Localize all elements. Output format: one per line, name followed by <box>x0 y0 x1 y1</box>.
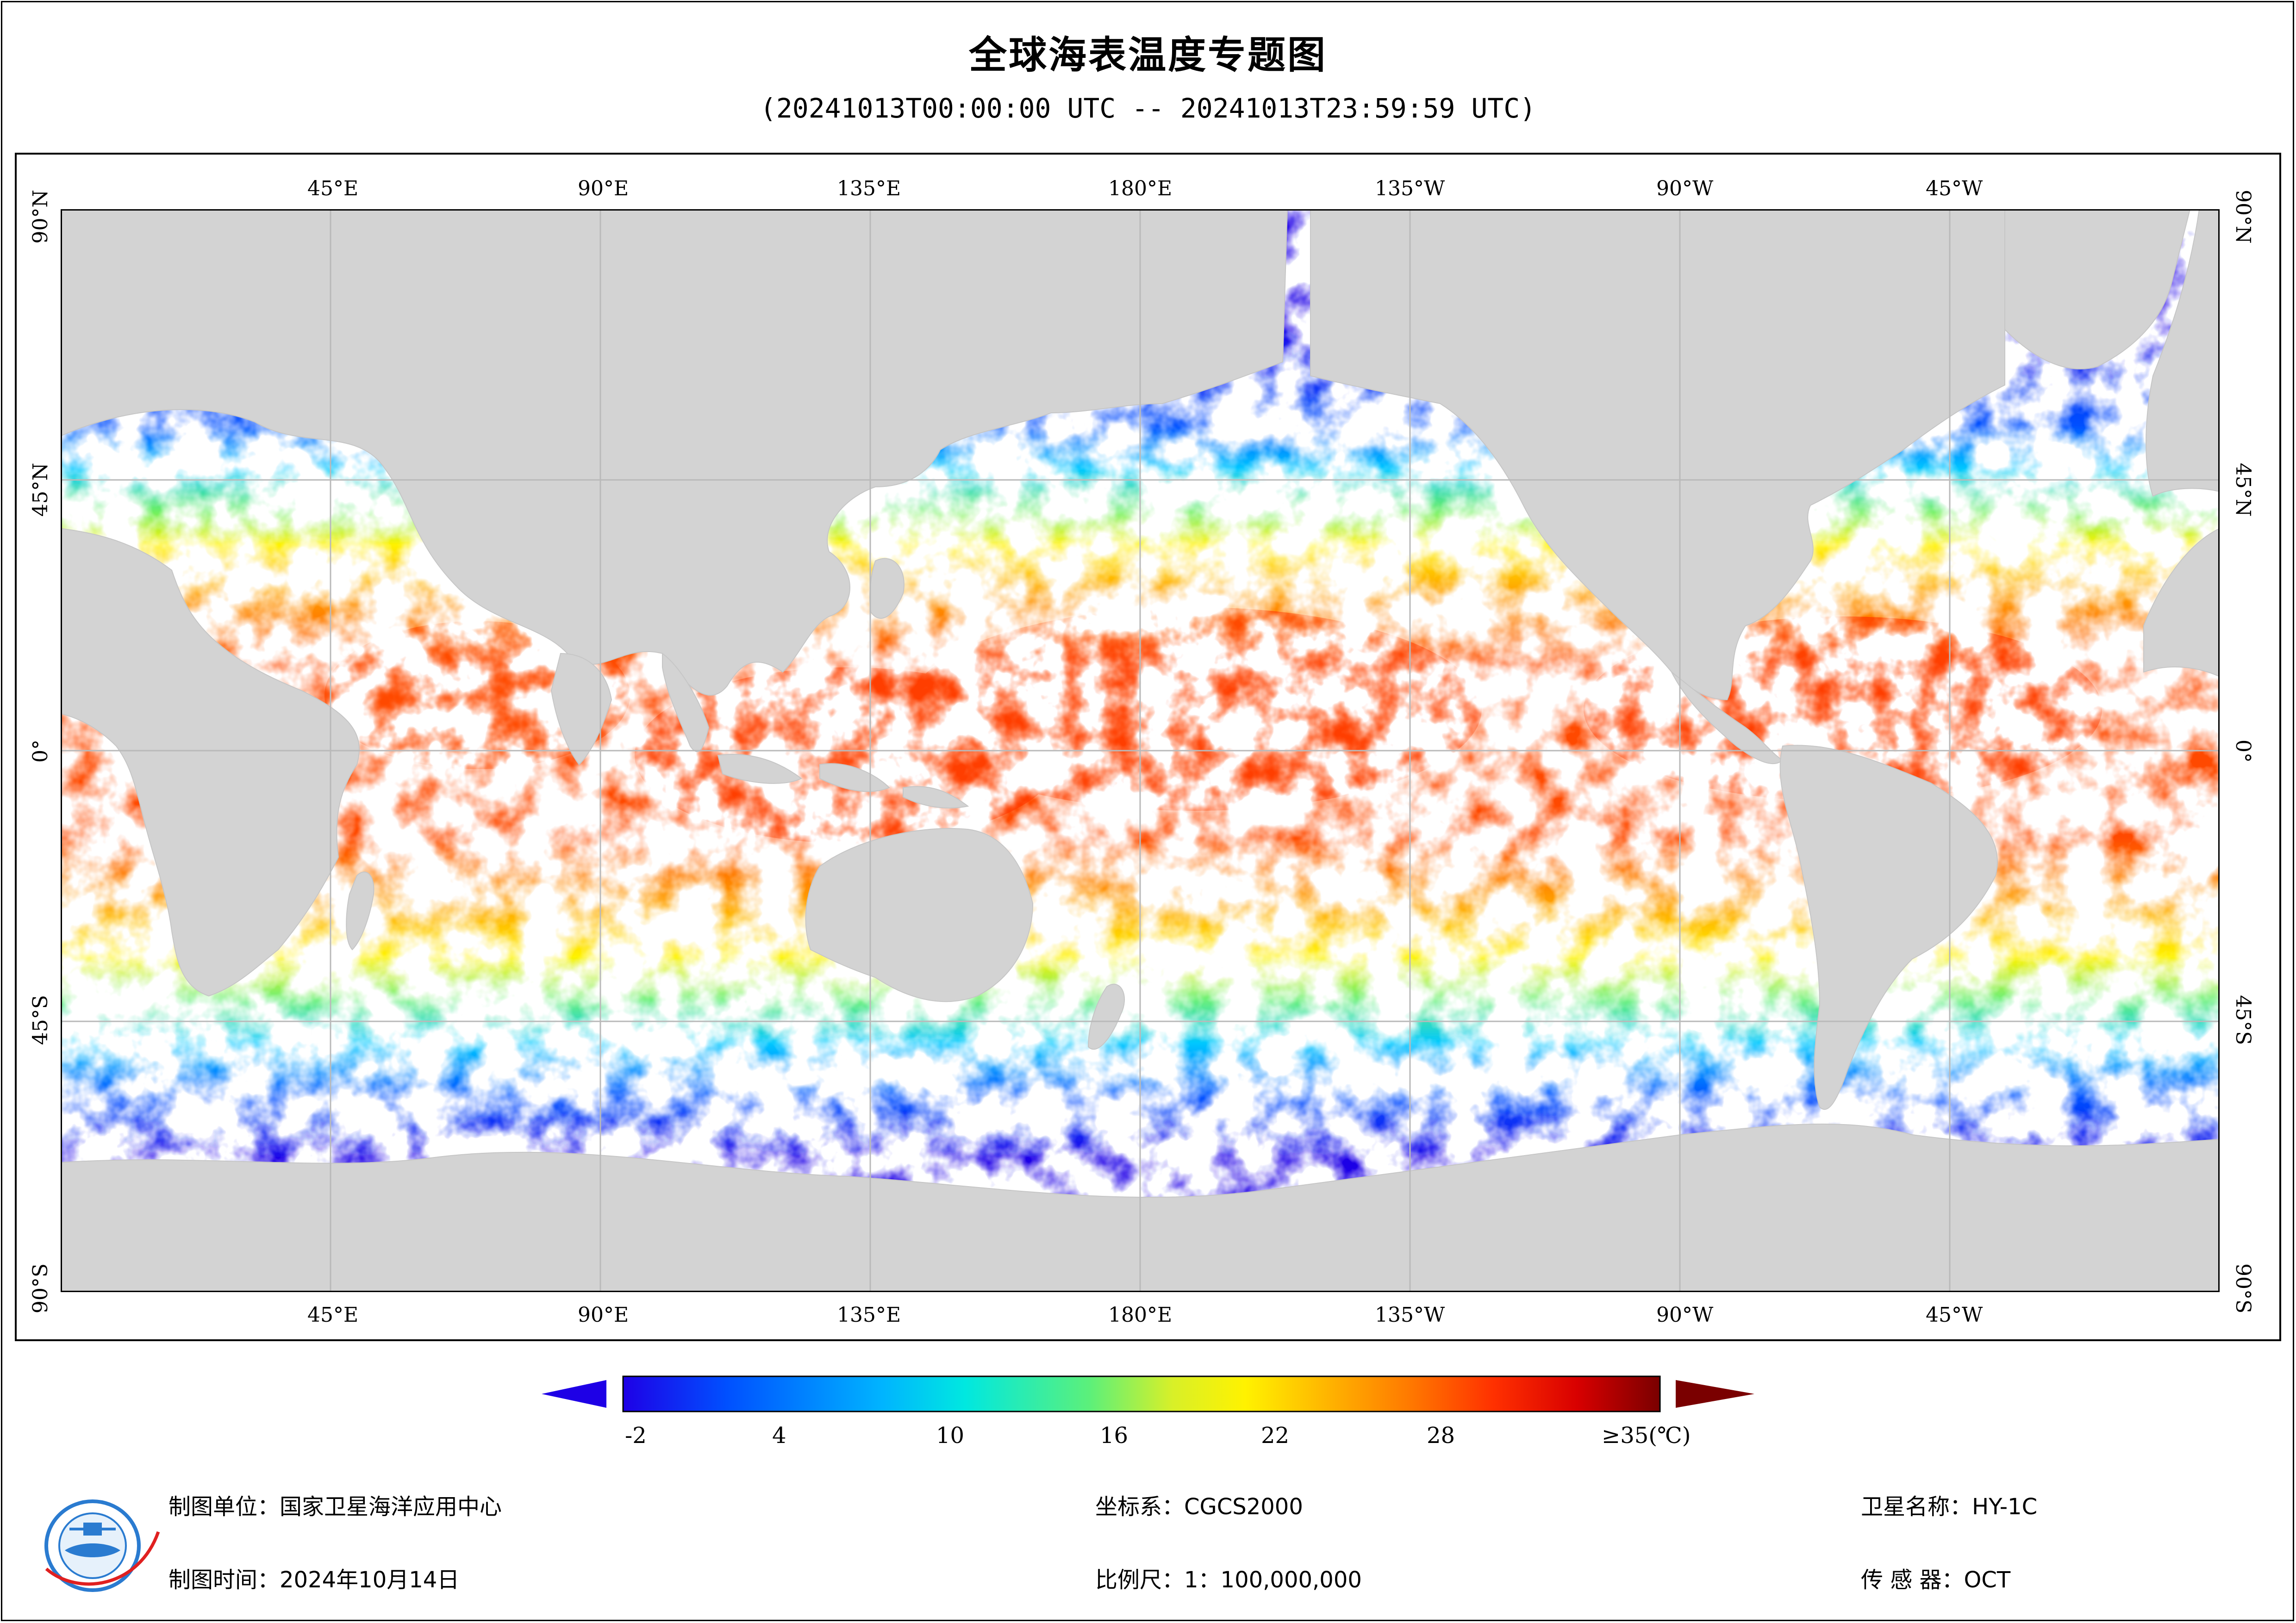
colorbar-body <box>622 1375 1661 1412</box>
land-india <box>550 653 612 765</box>
lon-tick-top-90w: 90°W <box>1656 177 1714 200</box>
colorbar-label-10: 10 <box>936 1423 965 1449</box>
colorbar-label-max: ≥35(℃) <box>1602 1423 1691 1449</box>
land-new-zealand <box>1087 983 1125 1050</box>
lon-tick-bottom-135e: 135°E <box>837 1303 901 1327</box>
lat-tick-left-45n: 45°N <box>29 463 52 517</box>
time-range-subtitle: (20241013T00:00:00 UTC -- 20241013T23:59… <box>760 93 1536 124</box>
land-eurasia <box>61 209 1288 696</box>
lon-tick-top-45w: 45°W <box>1926 177 1983 200</box>
lon-tick-bottom-45w: 45°W <box>1926 1303 1983 1327</box>
map-date: 制图时间：2024年10月14日 <box>168 1567 460 1593</box>
lon-tick-bottom-90w: 90°W <box>1656 1303 1714 1327</box>
land-europe-west <box>2146 209 2220 497</box>
lon-tick-bottom-90e: 90°E <box>578 1303 629 1327</box>
lon-tick-top-45e: 45°E <box>307 177 359 200</box>
land-madagascar <box>346 871 374 951</box>
lat-tick-left-0: 0° <box>29 740 52 763</box>
lon-tick-top-180e: 180°E <box>1108 177 1173 200</box>
page-title: 全球海表温度专题图 <box>968 33 1327 77</box>
land-south-america <box>1779 745 1998 1110</box>
land-indochina <box>662 652 710 752</box>
colorbar-label-4: 4 <box>772 1423 786 1449</box>
colorbar-min-arrow <box>542 1380 606 1408</box>
graticule <box>61 209 2220 1292</box>
lat-tick-right-45s: 45°S <box>2231 995 2255 1045</box>
lat-tick-right-45n: 45°N <box>2231 463 2255 517</box>
colorbar-max-arrow <box>1676 1380 1754 1408</box>
land-africa <box>61 528 360 997</box>
sst-map <box>61 209 2220 1292</box>
lon-tick-bottom-135w: 135°W <box>1375 1303 1445 1327</box>
map-panel-border <box>61 209 2220 1292</box>
land-indonesia <box>717 754 969 808</box>
lat-tick-left-90n: 90°N <box>29 190 52 244</box>
colorbar-label-16: 16 <box>1100 1423 1129 1449</box>
lon-tick-bottom-45e: 45°E <box>307 1303 359 1327</box>
map-frame <box>15 153 2281 1341</box>
satellite-name: 卫星名称：HY-1C <box>1861 1494 2038 1520</box>
lat-tick-right-90s: 90°S <box>2231 1263 2255 1314</box>
colorbar-label-28: 28 <box>1427 1423 1455 1449</box>
map-producer: 制图单位：国家卫星海洋应用中心 <box>168 1494 502 1520</box>
lat-tick-right-0: 0° <box>2231 740 2255 763</box>
nsoas-logo <box>44 1499 160 1592</box>
lon-tick-top-135w: 135°W <box>1375 177 1445 200</box>
lon-tick-top-135e: 135°E <box>837 177 901 200</box>
land-greenland <box>2004 209 2191 370</box>
land-north-america <box>1310 209 2005 701</box>
lat-tick-left-45s: 45°S <box>29 995 52 1045</box>
colorbar-label-22: 22 <box>1261 1423 1290 1449</box>
map-scale: 比例尺：1：100,000,000 <box>1095 1567 1362 1593</box>
colorbar-label-neg2: -2 <box>625 1423 647 1449</box>
colorbar <box>542 1375 1754 1412</box>
coordinate-system: 坐标系：CGCS2000 <box>1095 1494 1303 1520</box>
lat-tick-right-90n: 90°N <box>2231 190 2255 244</box>
lon-tick-bottom-180e: 180°E <box>1108 1303 1173 1327</box>
lon-tick-top-90e: 90°E <box>578 177 629 200</box>
land-australia <box>805 828 1034 1002</box>
sensor-name: 传 感 器：OCT <box>1861 1567 2011 1593</box>
land-africa-west <box>2143 528 2220 678</box>
lat-tick-left-90s: 90°S <box>29 1263 52 1314</box>
